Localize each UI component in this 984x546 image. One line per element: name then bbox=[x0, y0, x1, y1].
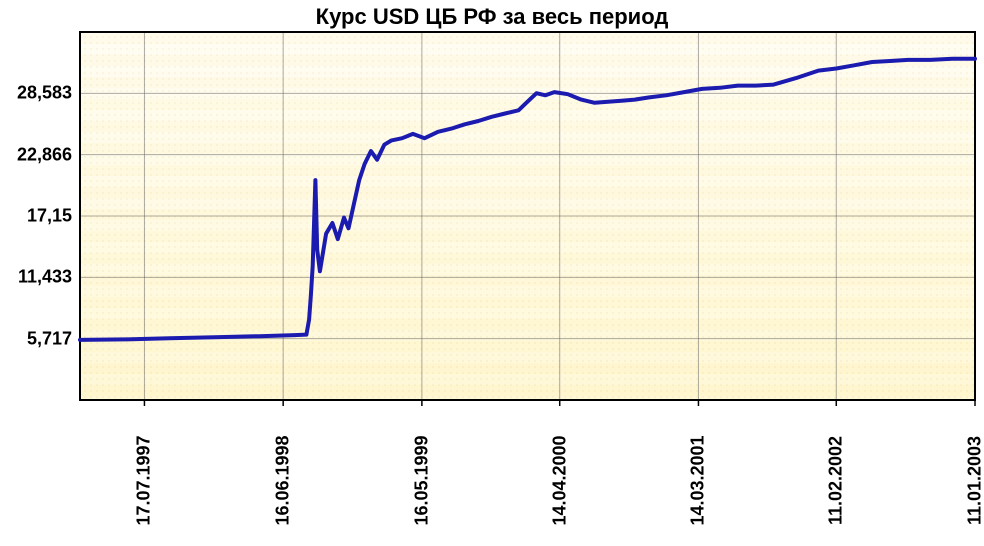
x-tick-label: 14.03.2001 bbox=[688, 435, 709, 525]
x-tick-label: 16.06.1998 bbox=[273, 435, 294, 525]
x-tick-label: 17.07.1997 bbox=[134, 435, 155, 525]
y-tick-label: 17,15 bbox=[27, 206, 72, 227]
x-tick-label: 16.05.1999 bbox=[411, 435, 432, 525]
y-tick-label: 11,433 bbox=[18, 267, 72, 288]
x-tick-label: 14.04.2000 bbox=[549, 435, 570, 525]
y-tick-label: 22,866 bbox=[17, 144, 72, 165]
x-tick-label: 11.01.2003 bbox=[965, 436, 984, 525]
y-tick-label: 5,717 bbox=[27, 328, 72, 349]
x-tick-label: 11.02.2002 bbox=[826, 436, 847, 525]
y-tick-label: 28,583 bbox=[17, 83, 72, 104]
usd-rate-chart: Курс USD ЦБ РФ за весь период 5,71711,43… bbox=[0, 0, 984, 546]
